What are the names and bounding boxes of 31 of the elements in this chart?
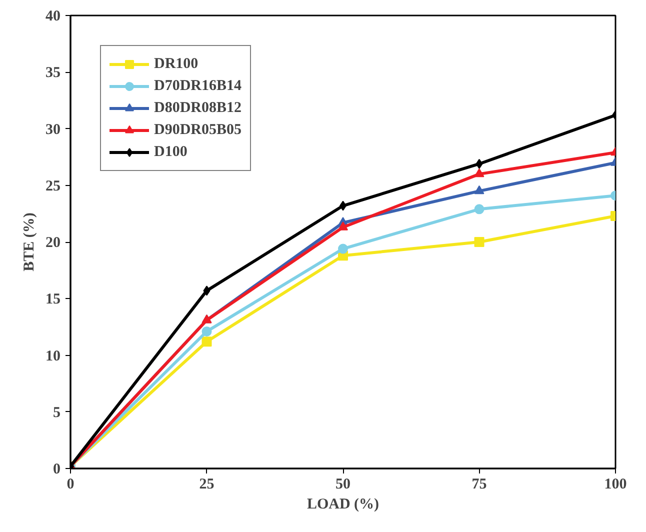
x-tick-label: 0 (66, 476, 74, 492)
point (202, 326, 212, 336)
point (474, 168, 484, 178)
point (338, 244, 348, 254)
y-tick-label: 30 (46, 122, 60, 138)
y-tick-label: 25 (46, 178, 60, 194)
y-axis-title: BTE (%) (22, 212, 38, 272)
y-tick-label: 0 (53, 462, 60, 478)
legend-label: DR100 (154, 56, 198, 72)
y-tick-label: 40 (46, 8, 60, 24)
legend-label: D100 (154, 144, 188, 160)
x-tick-label: 75 (472, 476, 487, 492)
y-tick-label: 5 (53, 404, 60, 421)
point (474, 237, 484, 247)
point (474, 185, 484, 194)
legend-label: D90DR05B05 (154, 122, 242, 138)
point (338, 222, 348, 230)
y-tick-label: 35 (46, 65, 60, 82)
x-axis-title: LOAD (%) (306, 496, 380, 512)
point (474, 204, 484, 214)
legend-label: D70DR16B14 (154, 78, 242, 94)
legend-label: D80DR08B12 (154, 100, 242, 116)
x-tick-label: 100 (604, 476, 627, 492)
point (202, 336, 212, 347)
point (203, 286, 210, 296)
y-tick-label: 15 (46, 292, 60, 308)
point (476, 158, 483, 169)
x-tick-label: 25 (199, 476, 214, 492)
y-tick-label: 10 (46, 348, 60, 364)
y-tick-label: 20 (46, 235, 60, 251)
x-tick-label: 50 (336, 476, 350, 492)
